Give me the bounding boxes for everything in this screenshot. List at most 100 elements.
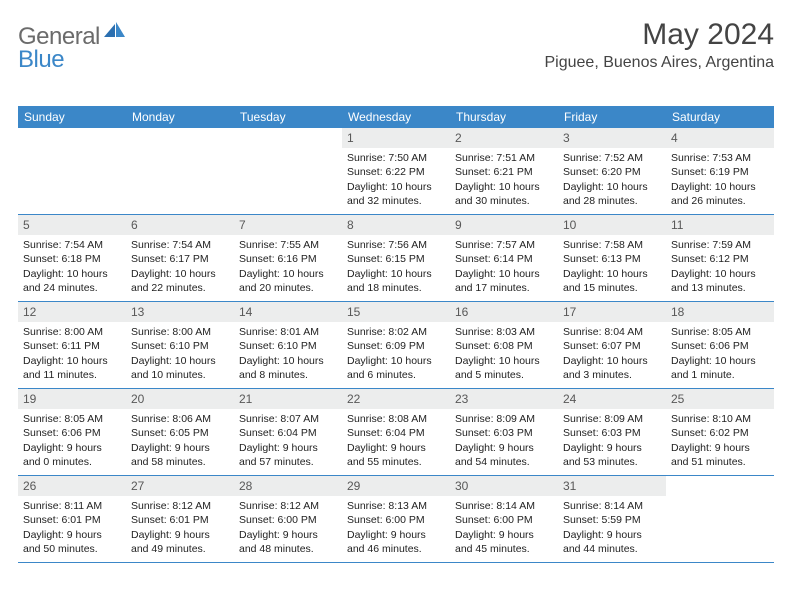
page: General May 2024 Piguee, Buenos Aires, A… [0,0,792,563]
sunrise-text: Sunrise: 8:10 AM [671,412,769,426]
daylight-text: Daylight: 9 hours and 53 minutes. [563,441,661,469]
sunrise-text: Sunrise: 7:50 AM [347,151,445,165]
sunrise-text: Sunrise: 7:57 AM [455,238,553,252]
day-cell: 13Sunrise: 8:00 AMSunset: 6:10 PMDayligh… [126,302,234,388]
day-details: Sunrise: 8:12 AMSunset: 6:01 PMDaylight:… [130,499,230,556]
daylight-text: Daylight: 10 hours and 17 minutes. [455,267,553,295]
day-cell: 18Sunrise: 8:05 AMSunset: 6:06 PMDayligh… [666,302,774,388]
sunset-text: Sunset: 6:08 PM [455,339,553,353]
sunset-text: Sunset: 6:16 PM [239,252,337,266]
daylight-text: Daylight: 9 hours and 57 minutes. [239,441,337,469]
day-number: 9 [450,215,558,235]
day-number: 30 [450,476,558,496]
daylight-text: Daylight: 9 hours and 44 minutes. [563,528,661,556]
day-number: 21 [234,389,342,409]
day-cell: 4 Sunrise: 7:53 AMSunset: 6:19 PMDaylight… [666,128,774,214]
sunset-text: Sunset: 6:10 PM [131,339,229,353]
sunset-text: Sunset: 6:06 PM [671,339,769,353]
weekday-wednesday: Wednesday [342,106,450,128]
daylight-text: Daylight: 10 hours and 22 minutes. [131,267,229,295]
day-cell: 6Sunrise: 7:54 AMSunset: 6:17 PMDaylight… [126,215,234,301]
weekday-saturday: Saturday [666,106,774,128]
sunrise-text: Sunrise: 8:04 AM [563,325,661,339]
sunrise-text: Sunrise: 8:12 AM [131,499,229,513]
weekday-friday: Friday [558,106,666,128]
sunrise-text: Sunrise: 7:54 AM [23,238,121,252]
daylight-text: Daylight: 10 hours and 11 minutes. [23,354,121,382]
day-number [126,128,234,148]
day-number: 1 [342,128,450,148]
day-cell: 20Sunrise: 8:06 AMSunset: 6:05 PMDayligh… [126,389,234,475]
sunset-text: Sunset: 6:11 PM [23,339,121,353]
daylight-text: Daylight: 10 hours and 28 minutes. [563,180,661,208]
sunset-text: Sunset: 6:02 PM [671,426,769,440]
day-number: 20 [126,389,234,409]
daylight-text: Daylight: 10 hours and 6 minutes. [347,354,445,382]
day-details: Sunrise: 7:58 AMSunset: 6:13 PMDaylight:… [562,238,662,295]
daylight-text: Daylight: 9 hours and 48 minutes. [239,528,337,556]
sunrise-text: Sunrise: 8:02 AM [347,325,445,339]
daylight-text: Daylight: 10 hours and 5 minutes. [455,354,553,382]
weekday-row: SundayMondayTuesdayWednesdayThursdayFrid… [18,106,774,128]
sunset-text: Sunset: 6:10 PM [239,339,337,353]
day-number: 15 [342,302,450,322]
week-row: 26 Sunrise: 8:11 AMSunset: 6:01 PMDayligh… [18,476,774,563]
sunrise-text: Sunrise: 8:09 AM [563,412,661,426]
day-number: 19 [18,389,126,409]
sunrise-text: Sunrise: 8:12 AM [239,499,337,513]
day-details: Sunrise: 7:51 AMSunset: 6:21 PMDaylight:… [454,151,554,208]
day-cell: 10Sunrise: 7:58 AMSunset: 6:13 PMDayligh… [558,215,666,301]
daylight-text: Daylight: 10 hours and 1 minute. [671,354,769,382]
sunrise-text: Sunrise: 8:09 AM [455,412,553,426]
day-cell: 25Sunrise: 8:10 AMSunset: 6:02 PMDayligh… [666,389,774,475]
weekday-monday: Monday [126,106,234,128]
week-row: 12Sunrise: 8:00 AMSunset: 6:11 PMDayligh… [18,302,774,389]
sunrise-text: Sunrise: 8:05 AM [671,325,769,339]
location: Piguee, Buenos Aires, Argentina [545,54,775,72]
sunrise-text: Sunrise: 8:06 AM [131,412,229,426]
daylight-text: Daylight: 10 hours and 8 minutes. [239,354,337,382]
sunrise-text: Sunrise: 8:03 AM [455,325,553,339]
sunrise-text: Sunrise: 8:08 AM [347,412,445,426]
day-details: Sunrise: 8:03 AMSunset: 6:08 PMDaylight:… [454,325,554,382]
sunrise-text: Sunrise: 8:01 AM [239,325,337,339]
weekday-thursday: Thursday [450,106,558,128]
sunset-text: Sunset: 6:06 PM [23,426,121,440]
day-cell: 7Sunrise: 7:55 AMSunset: 6:16 PMDaylight… [234,215,342,301]
day-number [666,476,774,496]
day-number: 29 [342,476,450,496]
day-number: 22 [342,389,450,409]
day-details: Sunrise: 7:53 AMSunset: 6:19 PMDaylight:… [670,151,770,208]
sunrise-text: Sunrise: 8:14 AM [455,499,553,513]
sunrise-text: Sunrise: 8:13 AM [347,499,445,513]
day-details: Sunrise: 8:13 AMSunset: 6:00 PMDaylight:… [346,499,446,556]
day-cell: 9 Sunrise: 7:57 AMSunset: 6:14 PMDaylight… [450,215,558,301]
day-number [234,128,342,148]
day-cell: 1Sunrise: 7:50 AMSunset: 6:22 PMDaylight… [342,128,450,214]
sunrise-text: Sunrise: 8:11 AM [23,499,121,513]
day-cell: 8Sunrise: 7:56 AMSunset: 6:15 PMDaylight… [342,215,450,301]
day-cell: 21Sunrise: 8:07 AMSunset: 6:04 PMDayligh… [234,389,342,475]
day-cell: 16 Sunrise: 8:03 AMSunset: 6:08 PMDayligh… [450,302,558,388]
day-number: 4 [666,128,774,148]
week-row: 19Sunrise: 8:05 AMSunset: 6:06 PMDayligh… [18,389,774,476]
sunset-text: Sunset: 6:04 PM [239,426,337,440]
day-number: 16 [450,302,558,322]
sunset-text: Sunset: 6:21 PM [455,165,553,179]
day-details: Sunrise: 8:11 AMSunset: 6:01 PMDaylight:… [22,499,122,556]
logo-text-2: Blue [18,46,64,73]
sunset-text: Sunset: 6:15 PM [347,252,445,266]
day-cell [18,128,126,214]
daylight-text: Daylight: 9 hours and 49 minutes. [131,528,229,556]
day-number: 26 [18,476,126,496]
day-details: Sunrise: 8:10 AMSunset: 6:02 PMDaylight:… [670,412,770,469]
daylight-text: Daylight: 10 hours and 15 minutes. [563,267,661,295]
sunrise-text: Sunrise: 8:14 AM [563,499,661,513]
day-cell: 30Sunrise: 8:14 AMSunset: 6:00 PMDayligh… [450,476,558,562]
calendar: SundayMondayTuesdayWednesdayThursdayFrid… [18,106,774,563]
day-details: Sunrise: 7:57 AMSunset: 6:14 PMDaylight:… [454,238,554,295]
sunset-text: Sunset: 6:00 PM [455,513,553,527]
sunset-text: Sunset: 6:05 PM [131,426,229,440]
day-number: 11 [666,215,774,235]
day-cell: 2Sunrise: 7:51 AMSunset: 6:21 PMDaylight… [450,128,558,214]
